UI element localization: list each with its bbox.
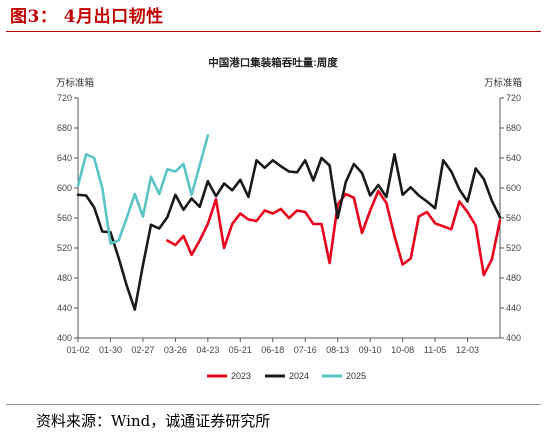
y-tick-label-right: 720	[506, 93, 521, 103]
x-tick-label: 09-10	[359, 345, 382, 355]
y-tick-label-left: 640	[57, 153, 72, 163]
y-tick-label-right: 480	[506, 273, 521, 283]
x-tick-label: 11-05	[424, 345, 446, 355]
y-tick-label-left: 520	[57, 243, 72, 253]
y-tick-label-right: 560	[506, 213, 521, 223]
x-tick-label: 01-02	[66, 345, 89, 355]
x-tick-label: 12-03	[456, 345, 479, 355]
x-tick-label: 07-16	[294, 345, 317, 355]
y-tick-label-left: 480	[57, 273, 72, 283]
y-tick-label-left: 720	[57, 93, 72, 103]
legend-label-2024: 2024	[289, 371, 309, 381]
legend-label-2023: 2023	[231, 371, 251, 381]
x-tick-label: 05-21	[229, 345, 252, 355]
figure-caption: 4月出口韧性	[63, 7, 164, 27]
series-line-2024	[76, 153, 502, 311]
series-line-2023	[166, 189, 502, 277]
x-tick-label: 02-27	[131, 345, 154, 355]
y-tick-label-right: 680	[506, 123, 521, 133]
x-tick-label: 01-30	[99, 345, 122, 355]
x-tick-label: 04-23	[196, 345, 219, 355]
title-divider	[6, 31, 541, 32]
y-tick-label-right: 640	[506, 153, 521, 163]
y-tick-label-left: 600	[57, 183, 72, 193]
y-tick-label-left: 440	[57, 303, 72, 313]
y-tick-label-right: 600	[506, 183, 521, 193]
y-tick-label-left: 560	[57, 213, 72, 223]
y-tick-label-right: 400	[506, 333, 521, 343]
y-axis-right-label: 万标准箱	[484, 77, 522, 89]
x-tick-label: 06-18	[261, 345, 284, 355]
figure-label: 图3：	[10, 7, 58, 27]
source-divider	[6, 404, 541, 405]
y-tick-label-right: 520	[506, 243, 521, 253]
source-note: 资料来源：Wind，诚通证券研究所	[36, 412, 271, 430]
x-tick-label: 03-26	[164, 345, 187, 355]
y-tick-label-left: 400	[57, 333, 72, 343]
series-line-2025	[76, 134, 210, 245]
figure-title: 图3： 4月出口韧性	[10, 2, 164, 27]
y-tick-label-left: 680	[57, 123, 72, 133]
x-tick-label: 08-13	[326, 345, 349, 355]
chart-title: 中国港口集装箱吞吐量:周度	[208, 56, 338, 69]
x-tick-label: 10-08	[391, 345, 414, 355]
legend-label-2025: 2025	[346, 371, 366, 381]
y-axis-left-label: 万标准箱	[56, 77, 94, 89]
y-tick-label-right: 440	[506, 303, 521, 313]
